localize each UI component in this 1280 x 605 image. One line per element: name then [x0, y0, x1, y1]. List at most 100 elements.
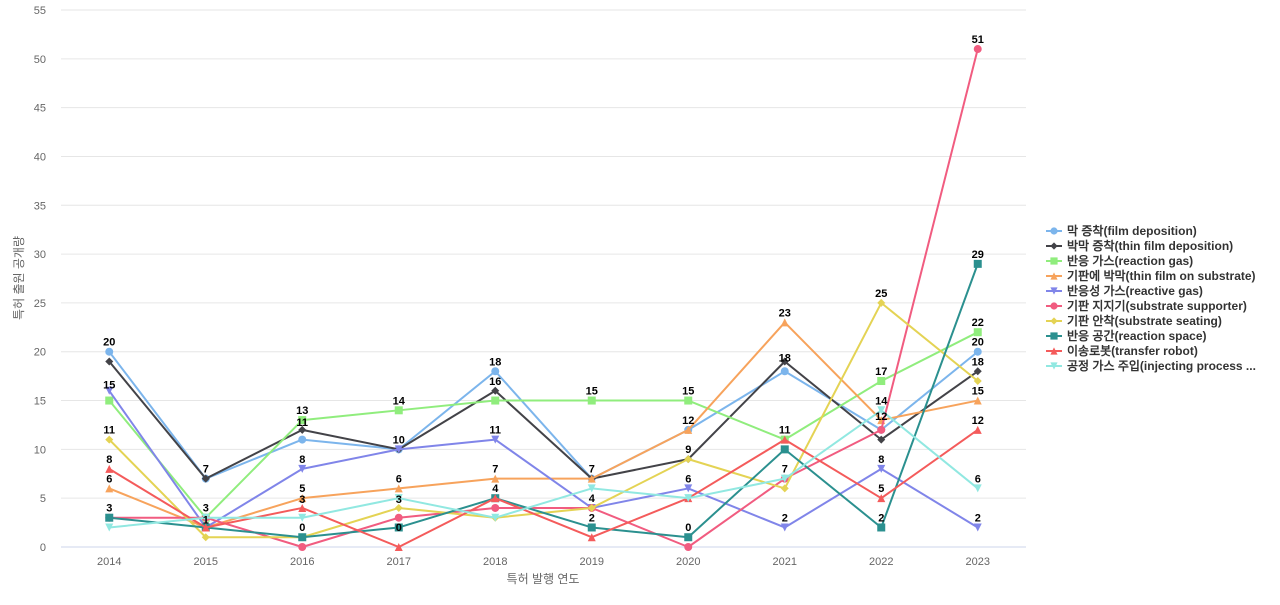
legend-item[interactable]: 막 증착(film deposition)	[1046, 223, 1197, 238]
legend-item[interactable]: 기판 안착(substrate seating)	[1046, 313, 1222, 328]
data-point[interactable]	[105, 435, 114, 444]
legend-item[interactable]: 반응 가스(reaction gas)	[1046, 253, 1193, 268]
data-point[interactable]	[491, 396, 500, 405]
data-point[interactable]	[491, 494, 500, 503]
legend-item[interactable]: 기판에 박막(thin film on substrate)	[1046, 268, 1256, 283]
data-point[interactable]	[491, 503, 500, 512]
data-point[interactable]	[973, 347, 982, 356]
legend-marker[interactable]	[1050, 257, 1058, 265]
data-point[interactable]	[684, 543, 693, 551]
data-point[interactable]	[394, 503, 403, 512]
data-point[interactable]	[780, 367, 789, 376]
data-point[interactable]	[973, 259, 982, 268]
data-point[interactable]	[684, 533, 693, 542]
data-point[interactable]	[780, 318, 789, 327]
legend-marker[interactable]	[1050, 287, 1058, 295]
series[interactable]	[105, 298, 982, 542]
legend-marker[interactable]	[1050, 272, 1058, 280]
data-point[interactable]	[973, 425, 982, 434]
data-point[interactable]	[877, 464, 886, 473]
data-point[interactable]	[684, 455, 693, 464]
data-point[interactable]	[394, 445, 403, 454]
legend-marker[interactable]	[1050, 302, 1058, 310]
data-point[interactable]	[298, 416, 307, 425]
data-point[interactable]	[105, 513, 114, 522]
data-point[interactable]	[684, 425, 693, 434]
data-point[interactable]	[298, 494, 307, 503]
data-point[interactable]	[973, 396, 982, 405]
data-point[interactable]	[877, 406, 886, 415]
series[interactable]	[105, 386, 982, 532]
series[interactable]	[105, 406, 982, 532]
data-point[interactable]	[587, 523, 596, 532]
legend-marker[interactable]	[1050, 332, 1058, 340]
data-point[interactable]	[877, 523, 886, 532]
data-point[interactable]	[877, 425, 886, 434]
data-point[interactable]	[587, 533, 596, 542]
data-point[interactable]	[780, 357, 789, 366]
data-point[interactable]	[394, 523, 403, 532]
data-point[interactable]	[587, 503, 596, 512]
data-point[interactable]	[780, 484, 789, 493]
data-point[interactable]	[105, 386, 114, 395]
data-point[interactable]	[394, 406, 403, 415]
data-point[interactable]	[780, 474, 789, 483]
data-point[interactable]	[877, 377, 886, 386]
data-point[interactable]	[780, 523, 789, 532]
data-point[interactable]	[201, 513, 210, 522]
data-point[interactable]	[587, 484, 596, 493]
data-point[interactable]	[973, 523, 982, 532]
data-point[interactable]	[973, 328, 982, 337]
data-point[interactable]	[491, 474, 500, 483]
legend-item[interactable]: 공정 가스 주입(injecting process ...	[1046, 358, 1256, 373]
data-point[interactable]	[394, 484, 403, 493]
data-point[interactable]	[877, 494, 886, 503]
data-point[interactable]	[973, 45, 982, 54]
data-point[interactable]	[201, 474, 210, 483]
data-point[interactable]	[105, 396, 114, 405]
data-point[interactable]	[394, 543, 403, 551]
legend-marker[interactable]	[1050, 347, 1058, 355]
data-point[interactable]	[298, 503, 307, 512]
data-point[interactable]	[105, 464, 114, 473]
data-point[interactable]	[105, 484, 114, 493]
data-point[interactable]	[298, 435, 307, 444]
data-point[interactable]	[394, 513, 403, 522]
data-point[interactable]	[105, 347, 114, 356]
data-point[interactable]	[780, 445, 789, 454]
data-point[interactable]	[491, 435, 500, 444]
series[interactable]	[105, 45, 982, 551]
data-point[interactable]	[298, 513, 307, 522]
data-point[interactable]	[684, 396, 693, 405]
data-point[interactable]	[394, 494, 403, 503]
data-point[interactable]	[298, 425, 307, 434]
data-point[interactable]	[973, 377, 982, 386]
data-point[interactable]	[491, 367, 500, 376]
data-point[interactable]	[298, 543, 307, 551]
legend-item[interactable]: 이송로봇(transfer robot)	[1046, 343, 1198, 358]
legend-marker[interactable]	[1050, 227, 1058, 235]
data-point[interactable]	[780, 435, 789, 444]
data-point[interactable]	[298, 464, 307, 473]
data-point[interactable]	[877, 298, 886, 307]
data-point[interactable]	[491, 386, 500, 395]
legend-marker[interactable]	[1050, 317, 1058, 325]
legend-item[interactable]: 박막 증착(thin film deposition)	[1046, 238, 1233, 253]
series[interactable]	[105, 357, 982, 483]
data-point[interactable]	[973, 367, 982, 376]
legend-item[interactable]: 반응 공간(reaction space)	[1046, 328, 1207, 343]
data-point[interactable]	[298, 533, 307, 542]
data-point[interactable]	[201, 533, 210, 542]
legend-marker[interactable]	[1050, 242, 1058, 250]
legend-marker[interactable]	[1050, 362, 1058, 370]
data-point[interactable]	[201, 523, 210, 532]
legend-item[interactable]: 반응성 가스(reactive gas)	[1046, 283, 1203, 298]
data-point[interactable]	[877, 435, 886, 444]
data-point[interactable]	[587, 396, 596, 405]
data-point[interactable]	[973, 484, 982, 493]
data-point[interactable]	[105, 357, 114, 366]
legend[interactable]: 막 증착(film deposition)박막 증착(thin film dep…	[1046, 223, 1256, 373]
data-point[interactable]	[587, 474, 596, 483]
data-point[interactable]	[684, 494, 693, 503]
data-point[interactable]	[105, 523, 114, 532]
